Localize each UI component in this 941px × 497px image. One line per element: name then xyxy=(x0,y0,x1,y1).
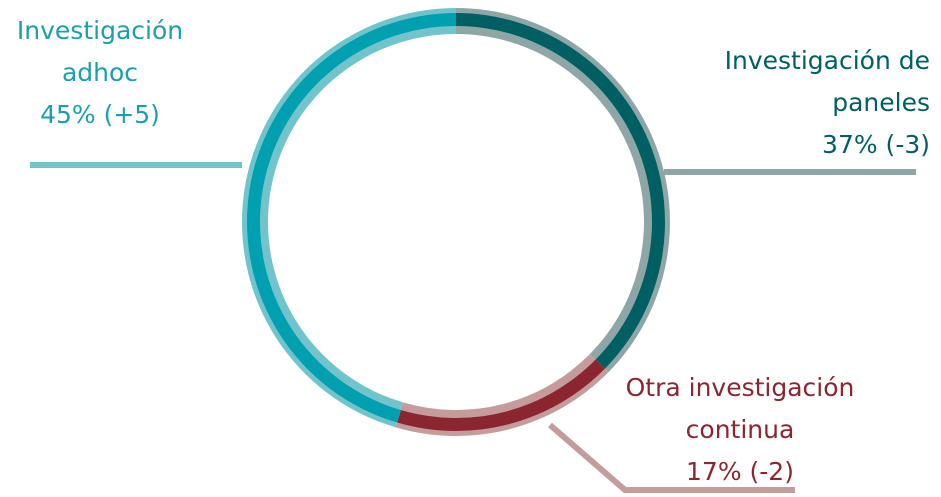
segment-label: Investigación de paneles 37% (-3) xyxy=(710,40,930,166)
value-label: 17% (-2) xyxy=(686,457,794,486)
donut-segment xyxy=(395,353,609,436)
category-name: Otra investigación continua xyxy=(625,373,855,444)
category-name: Investigación de paneles xyxy=(724,46,930,117)
donut-segment-inner xyxy=(246,13,456,423)
value-label: 37% (-3) xyxy=(822,130,930,159)
donut-segment-inner xyxy=(456,13,665,369)
value-label: 45% (+5) xyxy=(40,100,160,129)
donut-segment xyxy=(242,8,456,428)
segment-label: Investigación adhoc 45% (+5) xyxy=(0,10,200,136)
leader-line xyxy=(548,422,795,493)
donut-segment-inner xyxy=(397,359,605,431)
category-name: Investigación adhoc xyxy=(16,16,184,87)
segment-label: Otra investigación continua 17% (-2) xyxy=(600,367,880,493)
